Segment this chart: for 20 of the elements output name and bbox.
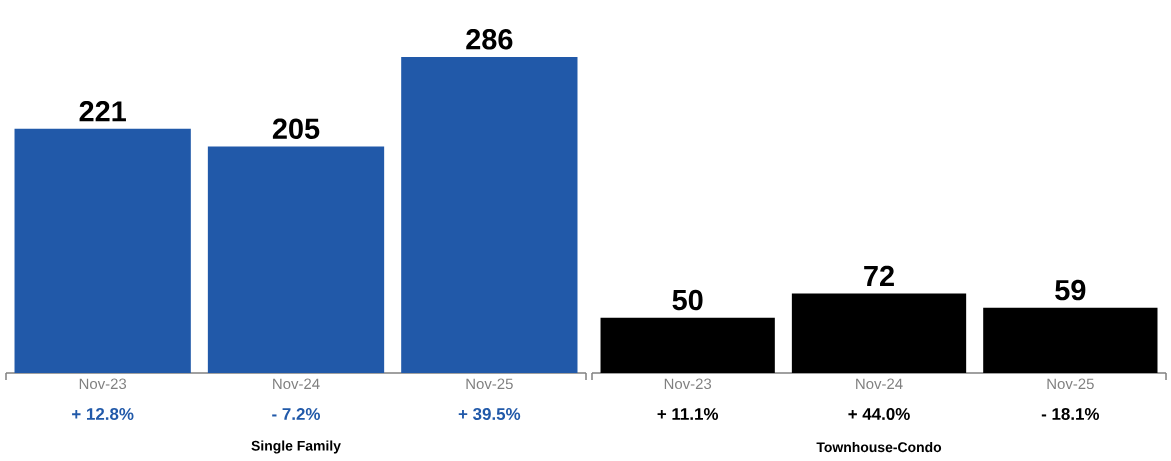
- text: + 39.5%: [458, 407, 521, 421]
- data-label: 286: [466, 29, 513, 50]
- x-tick-label: Nov-23: [79, 378, 127, 390]
- x-tick-label: Nov-23: [664, 378, 712, 390]
- x-axis-title: Townhouse-Condo: [816, 441, 942, 453]
- text: + 11.1%: [657, 408, 719, 420]
- text: + 44.0%: [848, 408, 910, 420]
- data-label: 205: [272, 118, 320, 139]
- text: - 18.1%: [1041, 408, 1100, 420]
- x-tick-label: Nov-24: [273, 378, 320, 390]
- x-tick-label: Nov-25: [466, 378, 513, 390]
- x-tick-label: Nov-25: [1047, 378, 1094, 390]
- x-tick-label: Nov-24: [856, 378, 903, 390]
- data-label: 50: [672, 289, 703, 311]
- text: + 12.8%: [72, 408, 134, 420]
- text: - 7.2%: [272, 408, 321, 420]
- data-label: 59: [1055, 279, 1086, 301]
- x-axis-title: Single Family: [251, 440, 341, 454]
- data-label: 72: [864, 265, 894, 286]
- data-label: 221: [79, 101, 126, 122]
